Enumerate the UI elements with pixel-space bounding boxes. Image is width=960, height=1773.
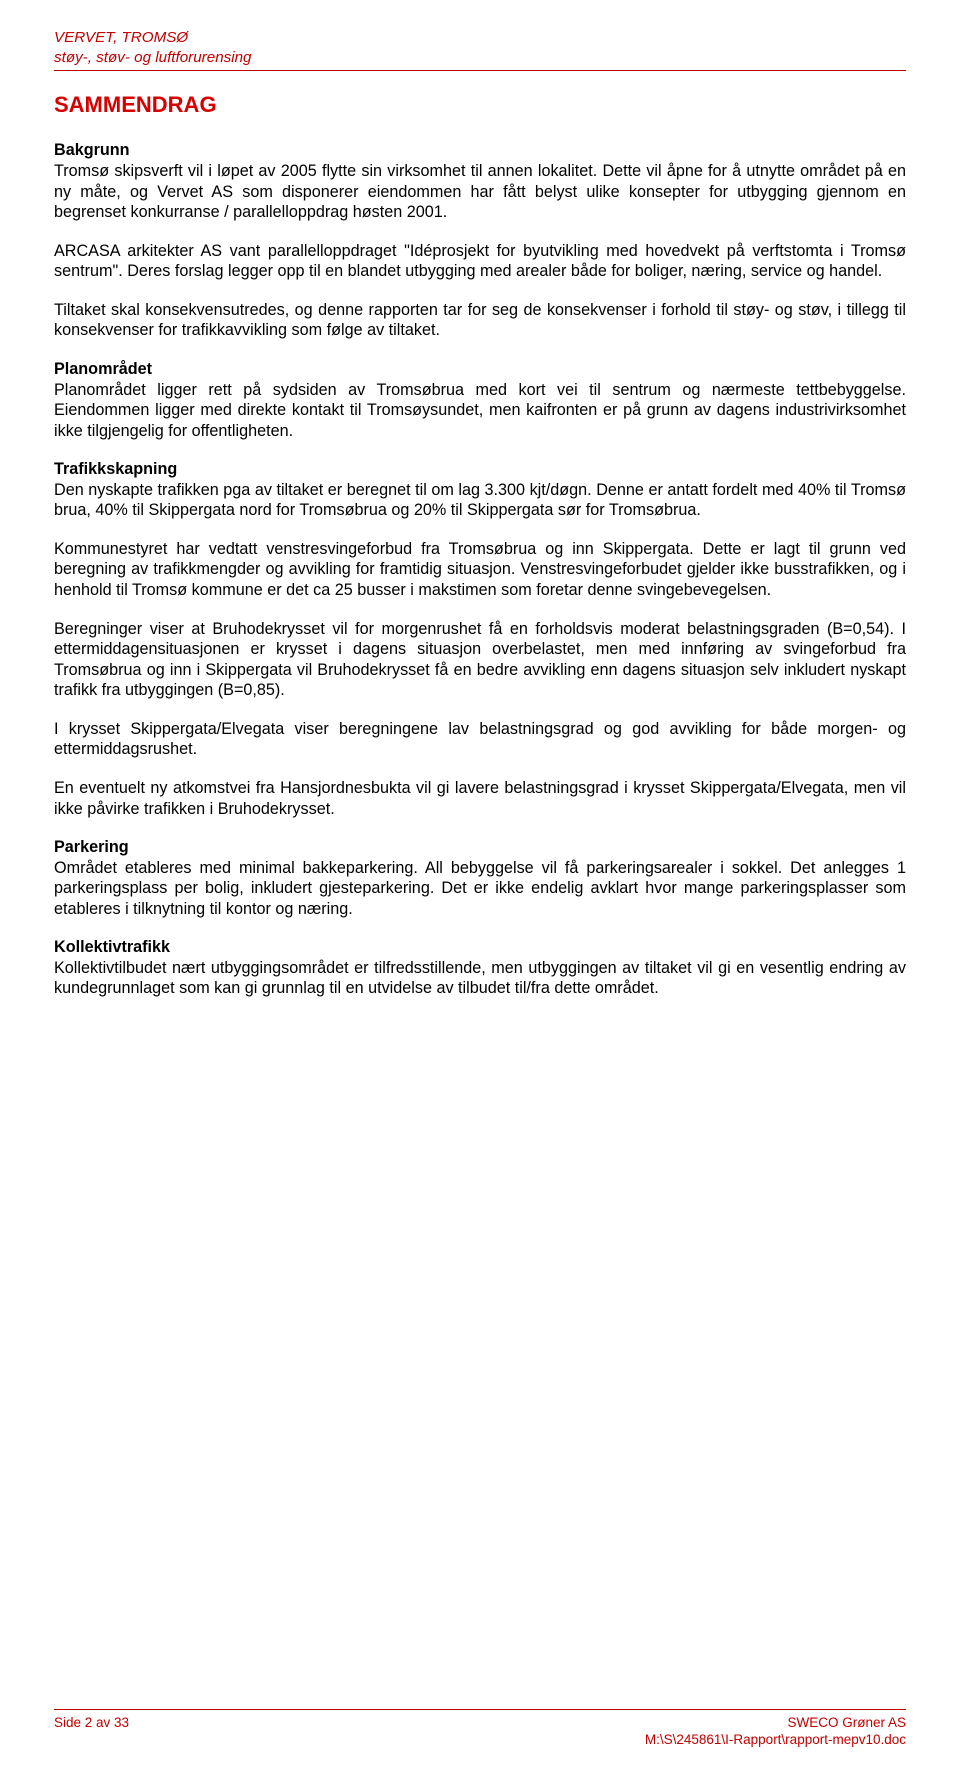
section-heading-trafikkskapning: Trafikkskapning bbox=[54, 459, 906, 480]
paragraph: Kollektivtilbudet nært utbyggingsområdet… bbox=[54, 958, 906, 999]
section-heading-parkering: Parkering bbox=[54, 837, 906, 858]
footer-rule bbox=[54, 1709, 906, 1710]
paragraph: En eventuelt ny atkomstvei fra Hansjordn… bbox=[54, 778, 906, 819]
paragraph: Beregninger viser at Bruhodekrysset vil … bbox=[54, 619, 906, 701]
paragraph: Kommunestyret har vedtatt venstresvingef… bbox=[54, 539, 906, 601]
paragraph: ARCASA arkitekter AS vant parallelloppdr… bbox=[54, 241, 906, 282]
document-title: SAMMENDRAG bbox=[54, 91, 906, 119]
paragraph: I krysset Skippergata/Elvegata viser ber… bbox=[54, 719, 906, 760]
document-page: VERVET, TROMSØ støy-, støv- og luftforur… bbox=[0, 0, 960, 1773]
footer-filepath: M:\S\245861\I-Rapport\rapport-mepv10.doc bbox=[645, 1731, 906, 1749]
header-line-2: støy-, støv- og luftforurensing bbox=[54, 48, 906, 68]
header-rule bbox=[54, 70, 906, 71]
footer-row: Side 2 av 33 SWECO Grøner AS M:\S\245861… bbox=[54, 1714, 906, 1749]
section-heading-planomradet: Planområdet bbox=[54, 359, 906, 380]
footer-page-number: Side 2 av 33 bbox=[54, 1714, 129, 1749]
footer-right: SWECO Grøner AS M:\S\245861\I-Rapport\ra… bbox=[645, 1714, 906, 1749]
page-header: VERVET, TROMSØ støy-, støv- og luftforur… bbox=[54, 28, 906, 68]
paragraph: Planområdet ligger rett på sydsiden av T… bbox=[54, 380, 906, 442]
section-heading-kollektivtrafikk: Kollektivtrafikk bbox=[54, 937, 906, 958]
paragraph: Den nyskapte trafikken pga av tiltaket e… bbox=[54, 480, 906, 521]
paragraph: Tromsø skipsverft vil i løpet av 2005 fl… bbox=[54, 161, 906, 223]
paragraph: Området etableres med minimal bakkeparke… bbox=[54, 858, 906, 920]
header-line-1: VERVET, TROMSØ bbox=[54, 28, 906, 48]
page-footer: Side 2 av 33 SWECO Grøner AS M:\S\245861… bbox=[54, 1709, 906, 1749]
paragraph: Tiltaket skal konsekvensutredes, og denn… bbox=[54, 300, 906, 341]
footer-company: SWECO Grøner AS bbox=[645, 1714, 906, 1732]
section-heading-bakgrunn: Bakgrunn bbox=[54, 140, 906, 161]
